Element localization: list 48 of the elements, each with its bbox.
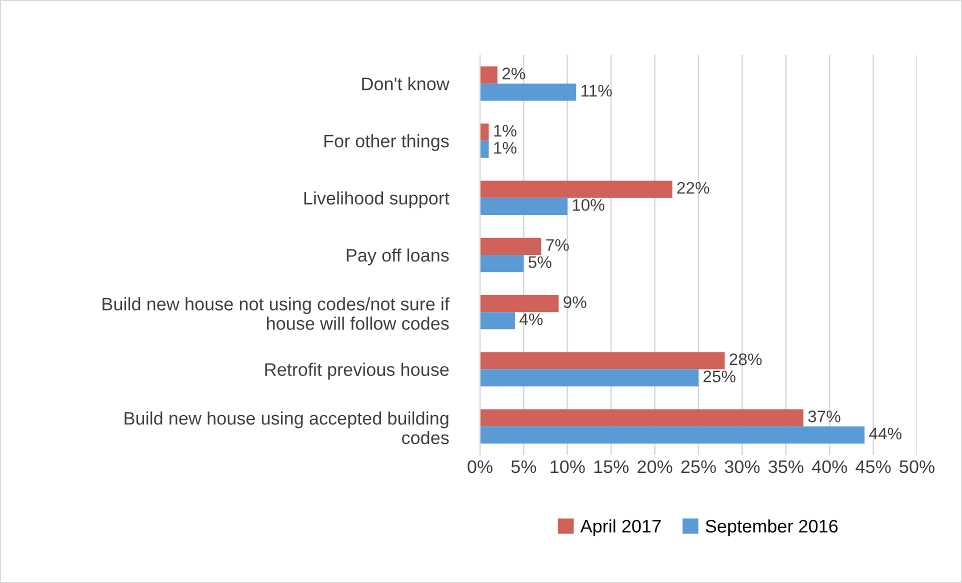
bar: [480, 84, 576, 101]
bar: [480, 369, 698, 386]
y-tick-label: For other things: [324, 134, 449, 152]
data-label: 28%: [730, 353, 762, 366]
data-label: 4%: [520, 313, 543, 326]
bar: [480, 66, 498, 84]
y-tick-label: Retrofit previous house: [265, 362, 449, 380]
y-tick-label: Pay off loans: [346, 248, 449, 266]
data-label: 1%: [494, 142, 516, 154]
bar: [480, 180, 672, 198]
x-tick-label: 45%: [856, 460, 891, 474]
bar: [480, 312, 515, 330]
bar: [480, 238, 542, 255]
y-tick-label: Build new house not using codes/not sure if house will follow codes: [102, 297, 450, 330]
bar: [480, 255, 524, 272]
data-label: 44%: [869, 428, 902, 440]
x-tick-label: 40%: [812, 460, 848, 474]
legend-label: September 2016: [706, 519, 838, 536]
bar: [480, 198, 568, 215]
bar: [480, 295, 559, 312]
bar: [480, 352, 725, 370]
data-label: 22%: [677, 182, 710, 194]
x-tick-label: 10%: [550, 460, 585, 474]
bar: [480, 409, 804, 426]
y-tick-label: Don't know: [362, 77, 450, 90]
data-label: 7%: [546, 239, 569, 251]
data-label: 10%: [572, 199, 604, 211]
y-tick-label: Livelihood support: [304, 191, 450, 208]
x-tick-label: 15%: [594, 460, 629, 474]
data-label: 2%: [502, 68, 526, 80]
x-tick-label: 50%: [900, 460, 934, 474]
x-tick-label: 20%: [638, 460, 672, 474]
data-label: 37%: [808, 410, 840, 422]
x-tick-label: 30%: [724, 460, 760, 474]
data-label: 5%: [528, 256, 552, 268]
bar: [480, 426, 865, 444]
x-tick-label: 0%: [468, 460, 492, 474]
y-tick-label: Build new house using accepted building codes: [124, 411, 449, 444]
bar: [480, 124, 489, 141]
data-label: 9%: [564, 296, 586, 308]
data-label: 11%: [582, 84, 612, 97]
x-tick-label: 35%: [768, 460, 804, 474]
data-label: 25%: [704, 370, 736, 382]
x-tick-label: 25%: [681, 460, 716, 474]
x-tick-label: 5%: [511, 460, 536, 474]
data-label: 1%: [494, 124, 516, 137]
legend-label: April 2017: [580, 519, 661, 536]
bar: [480, 140, 489, 158]
